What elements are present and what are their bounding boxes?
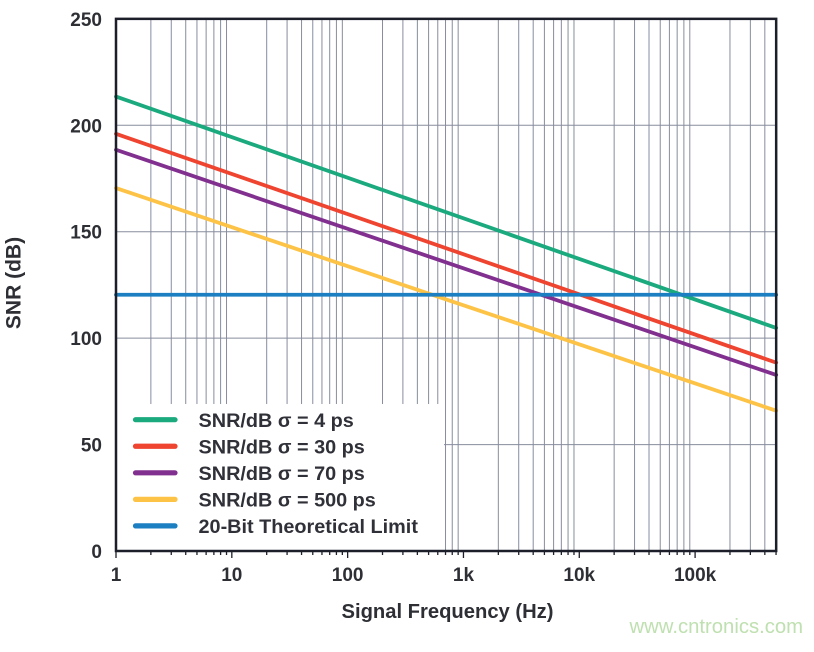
- svg-text:SNR/dB σ = 4 ps: SNR/dB σ = 4 ps: [199, 410, 354, 432]
- svg-text:1: 1: [111, 565, 122, 586]
- svg-text:200: 200: [70, 116, 102, 137]
- svg-text:100: 100: [332, 565, 364, 586]
- svg-text:0: 0: [91, 542, 102, 563]
- svg-text:50: 50: [81, 436, 102, 457]
- svg-text:10k: 10k: [563, 565, 595, 586]
- svg-text:SNR/dB σ = 70 ps: SNR/dB σ = 70 ps: [199, 463, 365, 485]
- svg-text:SNR (dB): SNR (dB): [3, 237, 26, 329]
- svg-text:Signal Frequency (Hz): Signal Frequency (Hz): [342, 601, 554, 623]
- svg-text:10: 10: [221, 565, 242, 586]
- svg-text:100k: 100k: [674, 565, 717, 586]
- svg-text:SNR/dB σ = 30 ps: SNR/dB σ = 30 ps: [199, 436, 365, 458]
- svg-text:SNR/dB σ = 500 ps: SNR/dB σ = 500 ps: [199, 490, 376, 512]
- svg-text:100: 100: [70, 329, 102, 350]
- svg-text:150: 150: [70, 223, 102, 244]
- svg-text:www.cntronics.com: www.cntronics.com: [629, 616, 804, 638]
- svg-text:1k: 1k: [453, 565, 475, 586]
- svg-text:250: 250: [70, 10, 102, 31]
- svg-text:20-Bit Theoretical Limit: 20-Bit Theoretical Limit: [199, 516, 419, 538]
